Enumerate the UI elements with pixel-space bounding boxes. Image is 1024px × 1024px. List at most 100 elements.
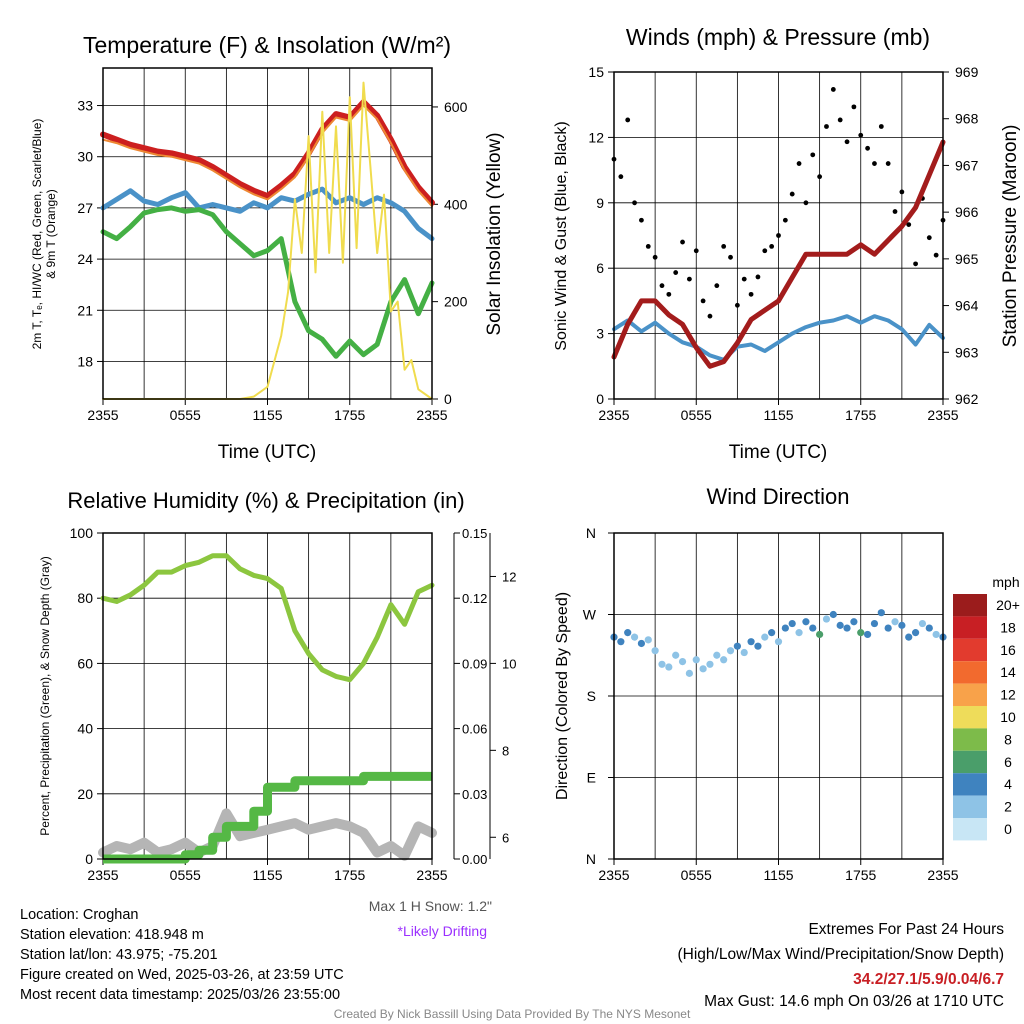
temp-ytick-label: 30 xyxy=(77,149,93,165)
colorbar-swatch xyxy=(953,773,987,796)
temperature-title: Temperature (F) & Insolation (W/m²) xyxy=(83,32,451,58)
colorbar-swatch xyxy=(953,750,987,774)
wdir-ytick-label: N xyxy=(586,851,596,867)
precip-ytick-label: 0.06 xyxy=(462,722,487,737)
winds-xlabel: Time (UTC) xyxy=(729,442,828,463)
direction-point xyxy=(884,624,892,632)
humidity-title: Relative Humidity (%) & Precipitation (i… xyxy=(67,488,464,513)
wind-xtick-label: 2355 xyxy=(927,407,958,423)
winds-panel: Winds (mph) & Pressure (mb) 2355 0555 1155… xyxy=(553,24,1021,463)
gust-point xyxy=(837,117,843,123)
direction-point xyxy=(781,624,789,632)
max-gust-text: Max Gust: 14.6 mph On 03/26 at 1710 UTC xyxy=(704,993,1004,1010)
pressure-line xyxy=(611,139,946,369)
direction-point xyxy=(617,638,625,646)
direction-point xyxy=(754,642,762,650)
wind-xtick-label: 0555 xyxy=(681,407,712,423)
wind-ytick-label: 3 xyxy=(596,326,604,342)
direction-point xyxy=(672,651,680,659)
gust-point xyxy=(645,244,651,249)
sonic-wind-line xyxy=(612,314,945,362)
gust-point xyxy=(693,248,699,254)
direction-point xyxy=(651,647,659,655)
temp-xtick-label: 2355 xyxy=(416,407,447,423)
colorbar-label: 20+ xyxy=(996,597,1020,613)
credit-text: Created By Nick Bassill Using Data Provi… xyxy=(333,1007,691,1021)
rh-ytick-label: 100 xyxy=(70,525,94,541)
snow-ytick-label: 12 xyxy=(502,569,516,584)
precip-ytick-label: 0.15 xyxy=(462,526,487,541)
temperature-9m-line xyxy=(102,104,433,208)
gust-point xyxy=(632,200,637,206)
direction-point xyxy=(802,618,810,626)
colorbar-swatch xyxy=(953,706,987,729)
temp-ytick-label: 33 xyxy=(77,98,93,114)
colorbar-label: 0 xyxy=(1004,821,1012,837)
likely-drifting-label: *Likely Drifting xyxy=(398,923,487,939)
colorbar-label: 2 xyxy=(1004,799,1012,815)
temp-ytick-label: 21 xyxy=(77,302,93,318)
direction-point xyxy=(857,629,865,637)
precip-ytick-label: 0.00 xyxy=(462,852,487,867)
direction-point xyxy=(911,629,920,637)
direction-point xyxy=(932,630,940,639)
direction-point xyxy=(630,633,639,641)
snow-ytick-label: 8 xyxy=(502,743,509,758)
wdir-xtick-label: 1155 xyxy=(763,867,793,883)
temperature-line xyxy=(100,99,435,206)
colorbar-swatch xyxy=(953,818,987,841)
gust-point xyxy=(830,87,836,92)
gust-point xyxy=(913,261,918,267)
gust-point xyxy=(762,248,768,254)
direction-point xyxy=(733,642,741,650)
temp-xtick-label: 0555 xyxy=(170,407,201,423)
gust-point xyxy=(851,104,857,110)
direction-point xyxy=(768,629,776,637)
gust-point xyxy=(865,145,871,151)
temperature-ylabel-line1: 2m T, Tₑ, HI/WC (Red, Green, Scarlet/Blu… xyxy=(30,119,44,350)
direction-point xyxy=(809,624,817,632)
max-snow-label: Max 1 H Snow: 1.2" xyxy=(369,898,492,914)
colorbar-swatch xyxy=(953,728,987,751)
gust-point xyxy=(625,117,631,123)
colorbar-swatch xyxy=(953,638,987,662)
extremes-box: Extremes For Past 24 Hours (High/Low/Max… xyxy=(678,917,1005,1012)
colorbar-label: 10 xyxy=(1000,709,1016,725)
wdir-ytick-label: N xyxy=(586,525,596,541)
colorbar-swatch xyxy=(953,661,987,684)
temperature-plot-frame xyxy=(102,67,433,400)
elevation-text: Station elevation: 418.948 m xyxy=(20,927,204,943)
colorbar-label: 14 xyxy=(1000,664,1016,680)
gust-point xyxy=(878,124,884,129)
gust-point xyxy=(618,174,624,180)
snow-ytick-label: 6 xyxy=(502,830,509,845)
rh-ytick-label: 40 xyxy=(77,721,93,737)
wdir-xtick-label: 2355 xyxy=(927,867,958,883)
temp-xtick-label: 1155 xyxy=(252,407,282,423)
wind-direction-title: Wind Direction xyxy=(706,484,849,509)
pressure-ytick-label: 967 xyxy=(955,157,979,173)
gust-point xyxy=(796,161,802,166)
rh-ytick-label: 80 xyxy=(77,590,93,606)
wind-ytick-label: 6 xyxy=(596,260,604,276)
humidity-panel: Relative Humidity (%) & Precipitation (i… xyxy=(38,488,516,939)
direction-point xyxy=(720,656,728,664)
direction-point xyxy=(864,630,872,639)
insolation-ytick-label: 200 xyxy=(444,294,468,310)
recent-data-text: Most recent data timestamp: 2025/03/26 2… xyxy=(20,987,341,1003)
direction-point xyxy=(788,619,796,628)
gust-point xyxy=(673,270,679,275)
colorbar-label: 12 xyxy=(1000,687,1016,703)
wdir-xtick-label: 2355 xyxy=(598,867,629,883)
direction-point xyxy=(624,629,632,637)
direction-point xyxy=(658,660,666,668)
direction-point xyxy=(870,619,879,628)
precip-ytick-label: 0.09 xyxy=(462,656,487,671)
direction-point xyxy=(816,630,824,639)
gust-point xyxy=(755,274,761,280)
direction-point xyxy=(905,633,913,641)
insolation-ylabel: Solar Insolation (Yellow) xyxy=(484,132,505,335)
temp-ytick-label: 27 xyxy=(77,200,93,216)
station-info: Location: Croghan Station elevation: 418… xyxy=(20,905,344,1005)
